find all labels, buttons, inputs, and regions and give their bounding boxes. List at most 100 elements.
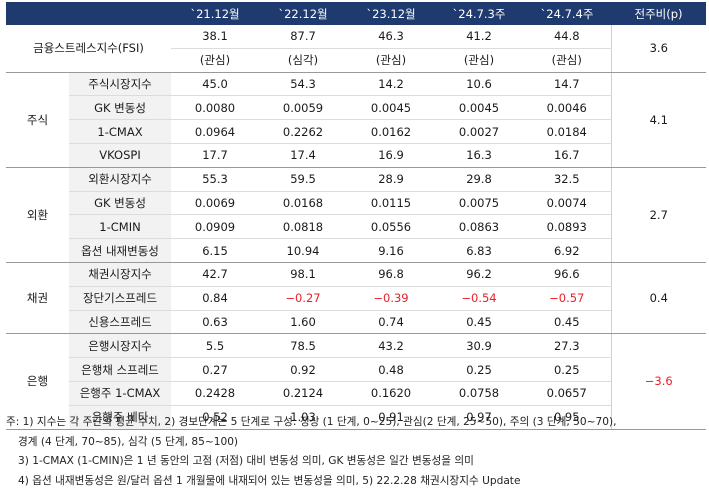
table-cell: 10.94 [259,238,347,263]
table-row: 신용스프레드 0.63 1.60 0.74 0.45 0.45 [6,310,706,335]
table-cell: 0.0059 [259,95,347,121]
table-row: 은행주 베타 0.52 1.03 0.91 0.97 0.95 [6,405,706,430]
fsi-value: 38.1 [171,25,259,49]
table-row: 채권 채권시장지수 42.7 98.1 96.8 96.2 96.6 0.4 [6,262,706,335]
table-cell: 0.0657 [523,381,611,406]
table-cell: 0.95 [523,405,611,430]
table-cell: 0.0909 [171,214,259,240]
indicator-label: GK 변동성 [69,95,171,121]
indicator-label: 1-CMAX [69,119,171,144]
table-cell: 32.5 [523,167,611,192]
footnote-line: 주: 1) 지수는 각 주간의 평균 수치, 2) 경보단계는 5 단계로 구성… [6,416,617,428]
weekly-change: 0.4 [610,262,706,335]
fsi-value: 87.7 [259,25,347,49]
indicator-label: VKOSPI [69,143,171,168]
table-cell: 0.0893 [523,214,611,240]
table-cell: 0.27 [171,357,259,382]
table-row: 1-CMAX 0.0964 0.2262 0.0162 0.0027 0.0184 [6,119,706,144]
fsi-stage-row: (관심) (심각) (관심) (관심) (관심) [6,48,706,73]
table-cell: 98.1 [259,262,347,287]
table-cell: 0.0080 [171,95,259,121]
fsi-label: 금융스트레스지수(FSI) [6,25,171,73]
table-cell: −0.57 [523,286,611,311]
header-period: `22.12월 [259,2,347,25]
fsi-table: `21.12월 `22.12월 `23.12월 `24.7.3주 `24.7.4… [6,2,706,430]
indicator-label: 은행주 1-CMAX [69,381,171,406]
table-cell: 17.4 [259,143,347,168]
indicator-label: 은행채 스프레드 [69,357,171,382]
table-cell: 1.60 [259,310,347,335]
footnote-line: 4) 옵션 내재변동성은 원/달러 옵션 1 개월물에 내재되어 있는 변동성을… [18,474,521,487]
table-cell: 0.92 [259,357,347,382]
header-period: `21.12월 [171,2,259,25]
table-row: 은행채 스프레드 0.27 0.92 0.48 0.25 0.25 [6,357,706,382]
table-cell: 0.0115 [347,191,435,216]
category-label: 주식 [6,72,69,168]
table-cell: 0.0863 [435,214,523,240]
table-cell: 78.5 [259,333,347,359]
weekly-change: −3.6 [610,333,706,430]
indicator-label: 채권시장지수 [69,262,171,287]
table-cell: 0.1620 [347,381,435,406]
table-cell: 0.0964 [171,119,259,144]
table-cell: 0.0075 [435,191,523,216]
table-cell: 54.3 [259,72,347,97]
table-cell: 45.0 [171,72,259,97]
table-cell: 96.2 [435,262,523,287]
footnotes: 주: 1) 지수는 각 주간의 평균 수치, 2) 경보단계는 5 단계로 구성… [6,413,706,491]
indicator-label: 장단기스프레드 [69,286,171,311]
category-label: 은행 [6,333,69,430]
header-period: `23.12월 [347,2,435,25]
header-blank [6,2,171,25]
fsi-stage: (관심) [171,48,259,73]
table-cell: −0.27 [259,286,347,311]
table-cell: 6.83 [435,238,523,263]
table-cell: 0.0069 [171,191,259,216]
table-cell: 0.2262 [259,119,347,144]
table-cell: 5.5 [171,333,259,359]
table-cell: 0.0818 [259,214,347,240]
table-cell: 0.97 [435,405,523,430]
table-cell: 0.0074 [523,191,611,216]
fsi-value: 46.3 [347,25,435,49]
category-label: 외환 [6,167,69,263]
header-change: 전주비(p) [611,2,706,25]
table-cell: 43.2 [347,333,435,359]
table-cell: 16.3 [435,143,523,168]
table-cell: 0.74 [347,310,435,335]
table-cell: 0.25 [435,357,523,382]
table-cell: 0.91 [347,405,435,430]
indicator-label: 옵션 내재변동성 [69,238,171,263]
table-cell: 10.6 [435,72,523,97]
table-cell: 0.52 [171,405,259,430]
table-cell: 0.84 [171,286,259,311]
table-cell: 16.7 [523,143,611,168]
table-row: GK 변동성 0.0069 0.0168 0.0115 0.0075 0.0074 [6,191,706,216]
header-period: `24.7.3주 [435,2,523,25]
fsi-change: 3.6 [610,25,706,73]
table-cell: 42.7 [171,262,259,287]
table-cell: 1.03 [259,405,347,430]
table-cell: 0.0162 [347,119,435,144]
table-row: VKOSPI 17.7 17.4 16.9 16.3 16.7 [6,143,706,168]
table-cell: 9.16 [347,238,435,263]
table-cell: 0.63 [171,310,259,335]
table-cell: 0.45 [523,310,611,335]
header-period: `24.7.4주 [523,2,611,25]
footnote-line: 경계 (4 단계, 70~85), 심각 (5 단계, 85~100) [18,435,239,448]
table-row: 장단기스프레드 0.84 −0.27 −0.39 −0.54 −0.57 [6,286,706,311]
table-cell: 28.9 [347,167,435,192]
table-cell: 55.3 [171,167,259,192]
table-row: 외환 외환시장지수 55.3 59.5 28.9 29.8 32.5 2.7 [6,167,706,263]
fsi-stage: (관심) [523,48,611,73]
table-cell: 96.8 [347,262,435,287]
table-cell: 0.0556 [347,214,435,240]
table-row: 주식 주식시장지수 45.0 54.3 14.2 10.6 14.7 4.1 [6,72,706,168]
weekly-change: 4.1 [610,72,706,168]
category-label: 채권 [6,262,69,335]
table-cell: 0.0168 [259,191,347,216]
table-cell: 14.7 [523,72,611,97]
table-row: GK 변동성 0.0080 0.0059 0.0045 0.0045 0.0046 [6,95,706,121]
table-row: 1-CMIN 0.0909 0.0818 0.0556 0.0863 0.0893 [6,214,706,240]
